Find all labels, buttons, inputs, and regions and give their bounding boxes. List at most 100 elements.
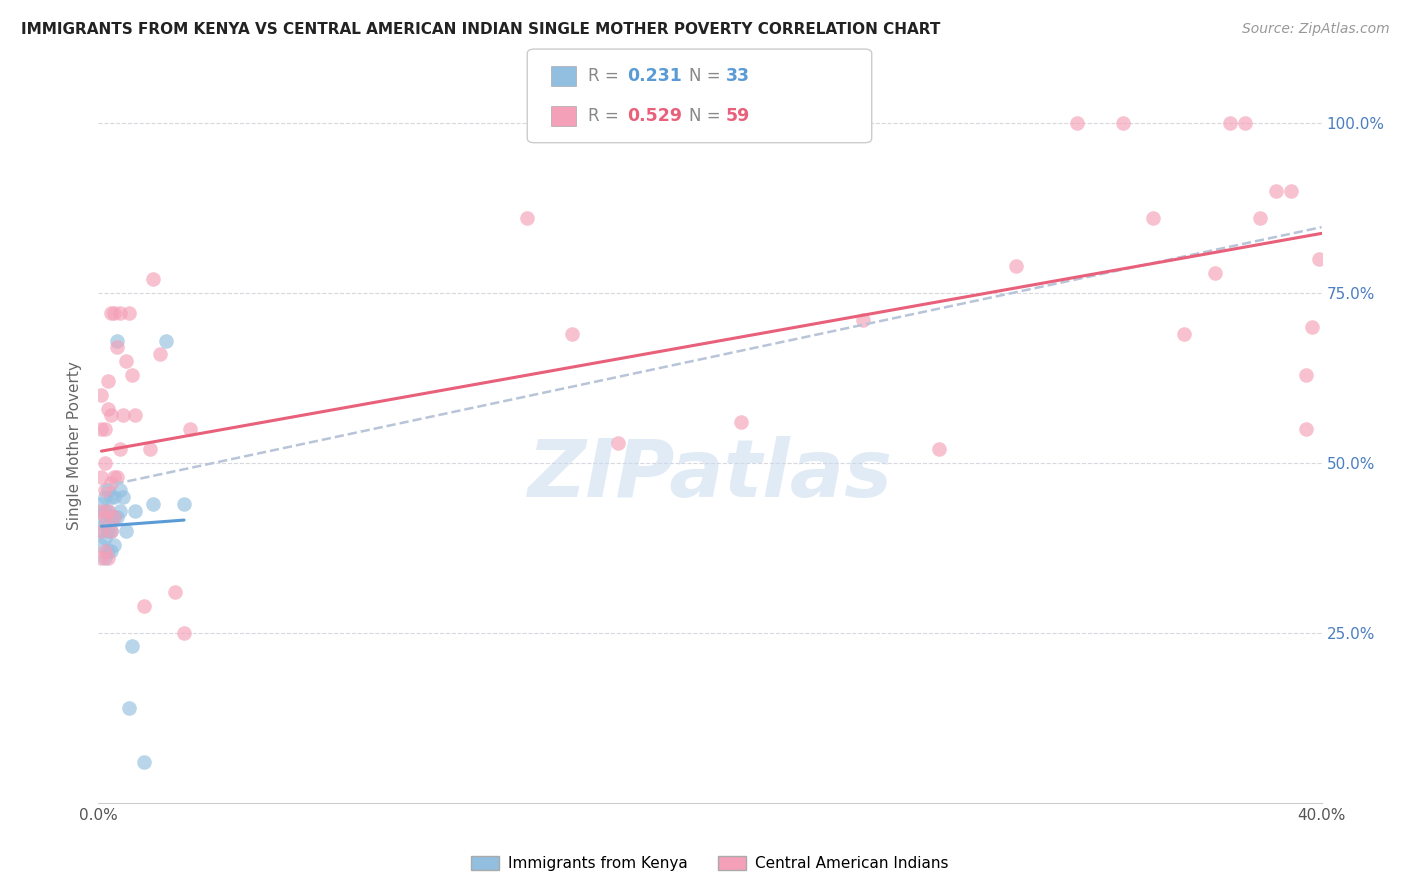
Point <box>142 497 165 511</box>
Point <box>561 326 583 341</box>
Point <box>121 640 143 654</box>
Point <box>1301 320 1323 334</box>
Point <box>1295 368 1317 382</box>
Point <box>1234 116 1257 130</box>
Point <box>134 755 156 769</box>
Point <box>730 415 752 429</box>
Point <box>155 334 177 348</box>
Point <box>97 551 120 566</box>
Text: Source: ZipAtlas.com: Source: ZipAtlas.com <box>1241 22 1389 37</box>
Text: R =: R = <box>588 67 624 85</box>
Text: 59: 59 <box>725 107 749 125</box>
Point <box>97 503 120 517</box>
Point <box>115 524 138 538</box>
Text: N =: N = <box>689 107 725 125</box>
Point <box>1295 422 1317 436</box>
Point <box>149 347 172 361</box>
Point <box>100 524 122 538</box>
Point <box>103 469 125 483</box>
Point <box>97 401 120 416</box>
Point <box>100 510 122 524</box>
Point <box>97 524 120 538</box>
Point <box>516 211 538 226</box>
Point <box>115 354 138 368</box>
Point <box>134 599 156 613</box>
Point <box>100 490 122 504</box>
Point <box>90 537 112 551</box>
Legend: Immigrants from Kenya, Central American Indians: Immigrants from Kenya, Central American … <box>465 849 955 877</box>
Point <box>163 585 186 599</box>
Point <box>179 422 201 436</box>
Point <box>93 503 115 517</box>
Point <box>124 409 146 423</box>
Point <box>100 306 122 320</box>
Point <box>1173 326 1195 341</box>
Point <box>100 476 122 491</box>
Point <box>928 442 950 457</box>
Point <box>93 490 115 504</box>
Text: IMMIGRANTS FROM KENYA VS CENTRAL AMERICAN INDIAN SINGLE MOTHER POVERTY CORRELATI: IMMIGRANTS FROM KENYA VS CENTRAL AMERICA… <box>21 22 941 37</box>
Point <box>93 422 115 436</box>
Point <box>93 544 115 558</box>
Point <box>139 442 162 457</box>
Point <box>852 313 875 327</box>
Point <box>100 409 122 423</box>
Point <box>111 409 134 423</box>
Point <box>105 334 128 348</box>
Point <box>103 510 125 524</box>
Text: 33: 33 <box>725 67 749 85</box>
Point <box>118 306 141 320</box>
Point <box>100 544 122 558</box>
Point <box>97 503 120 517</box>
Point <box>118 700 141 714</box>
Point <box>90 503 112 517</box>
Point <box>108 442 131 457</box>
Point <box>103 306 125 320</box>
Point <box>1249 211 1271 226</box>
Point <box>607 435 630 450</box>
Text: 0.529: 0.529 <box>627 107 682 125</box>
Point <box>90 469 112 483</box>
Point <box>1279 184 1302 198</box>
Point <box>93 517 115 532</box>
Point <box>1264 184 1286 198</box>
Point <box>108 483 131 498</box>
Point <box>90 510 112 524</box>
Point <box>93 483 115 498</box>
Point <box>93 510 115 524</box>
Point <box>93 531 115 545</box>
Point <box>90 551 112 566</box>
Point <box>1308 252 1330 266</box>
Point <box>97 375 120 389</box>
Point <box>1219 116 1241 130</box>
Point <box>1004 259 1026 273</box>
Point <box>90 422 112 436</box>
Point <box>90 497 112 511</box>
Point <box>90 388 112 402</box>
Point <box>105 469 128 483</box>
Point <box>90 524 112 538</box>
Point <box>100 524 122 538</box>
Point <box>103 490 125 504</box>
Y-axis label: Single Mother Poverty: Single Mother Poverty <box>67 361 83 531</box>
Point <box>1066 116 1088 130</box>
Point <box>105 341 128 355</box>
Text: 0.231: 0.231 <box>627 67 682 85</box>
Point <box>97 544 120 558</box>
Point <box>103 537 125 551</box>
Point <box>1204 266 1226 280</box>
Text: N =: N = <box>689 67 725 85</box>
Point <box>93 456 115 470</box>
Point <box>108 503 131 517</box>
Point <box>142 272 165 286</box>
Point <box>97 483 120 498</box>
Point <box>108 306 131 320</box>
Text: ZIPatlas: ZIPatlas <box>527 435 893 514</box>
Point <box>1112 116 1135 130</box>
Point <box>93 551 115 566</box>
Point <box>103 510 125 524</box>
Point <box>173 497 195 511</box>
Point <box>111 490 134 504</box>
Point <box>121 368 143 382</box>
Text: R =: R = <box>588 107 624 125</box>
